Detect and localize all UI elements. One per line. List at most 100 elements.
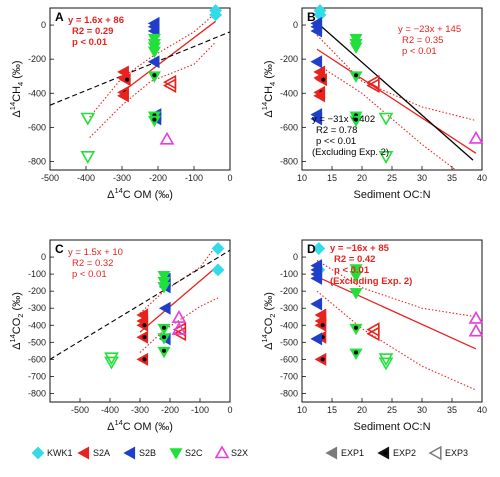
y-tick-label: -800	[280, 156, 298, 166]
x-axis-label-part: C OM (‰)	[123, 421, 173, 433]
y-axis-label-part: Δ	[263, 342, 275, 350]
fit-line-solid	[139, 265, 219, 333]
x-tick-label: -400	[77, 173, 95, 183]
y-axis-label: Δ14CH4 (‰)	[8, 60, 25, 117]
annotation-line: R2 = 0.78	[316, 125, 357, 136]
data-point	[310, 55, 323, 69]
x-axis-label-part: Δ	[107, 421, 115, 433]
y-tick-label: -100	[280, 269, 298, 279]
data-point	[80, 151, 96, 164]
annotation-line: y = −16x + 85	[330, 243, 390, 254]
y-axis-label-sup: 14	[8, 334, 17, 342]
x-tick-label: 25	[387, 405, 397, 415]
legend-marker-exp1	[325, 446, 338, 460]
x-tick-label: -400	[101, 405, 119, 415]
data-point	[310, 24, 323, 38]
panel-D: 10 15 20 25 30 35 40 0 -100 -200 -300 -400 -500 -600 -…	[260, 239, 487, 433]
data-point	[313, 89, 326, 103]
legend-label-s2b: S2B	[139, 448, 156, 458]
legend-label-exp3: EXP3	[445, 448, 468, 458]
fit-annotation: y = 1.5x + 10 R2 = 0.32 p < 0.01	[68, 247, 123, 280]
data-point	[310, 332, 323, 346]
fit-annotation: y = −16x + 85 R2 = 0.42 p < 0.01 (Excluding…	[330, 243, 412, 287]
y-tick-label: -200	[28, 54, 46, 64]
legend-marker-s2c	[169, 448, 183, 460]
fit-annotation: y = −23x + 145 R2 = 0.35 p < 0.01	[398, 24, 461, 57]
annotation-line: R2 = 0.42	[334, 254, 375, 265]
y-axis-label-part: (‰)	[263, 60, 275, 81]
legend-label-exp1: EXP1	[341, 448, 364, 458]
y-axis-label-sup: 14	[260, 334, 269, 342]
legend-marker-s2x	[214, 445, 230, 459]
data-point-exp2-dot	[353, 350, 359, 355]
data-point-exp2-dot	[152, 117, 157, 122]
x-axis-label-part: Sediment OC:N	[353, 189, 430, 201]
legend-marker-exp3	[428, 445, 442, 461]
panel-A-fits	[50, 12, 230, 138]
x-tick-label: -300	[113, 173, 131, 183]
y-axis-label-sub: 4	[268, 82, 277, 86]
panel-label: C	[55, 242, 64, 256]
data-point	[159, 131, 175, 145]
annotation-line: p << 0.01	[316, 136, 356, 147]
x-tick-label: 0	[227, 173, 232, 183]
fit-line-dotted	[316, 34, 477, 122]
y-axis-label-part: (‰)	[263, 292, 275, 313]
panel-label: D	[307, 242, 316, 256]
data-point	[211, 242, 225, 255]
x-axis-label-part: Δ	[107, 189, 115, 201]
panel-label: A	[55, 10, 64, 24]
legend-marker-exp2	[377, 446, 390, 460]
panel-label: B	[307, 10, 316, 24]
y-tick-label: -300	[280, 303, 298, 313]
legend-marker-s2b	[123, 446, 136, 460]
annotation-line: p < 0.01	[402, 46, 437, 57]
data-point-exp2-dot	[161, 335, 167, 340]
legend-label-kwk1: KWK1	[47, 448, 73, 458]
y-tick-label: 0	[293, 20, 298, 30]
panel-B-fits	[316, 22, 477, 170]
legend-label-s2x: S2X	[231, 448, 248, 458]
data-point	[378, 353, 394, 367]
x-tick-label: 40	[477, 405, 487, 415]
y-tick-label: 0	[41, 252, 46, 262]
data-point	[117, 89, 129, 103]
x-tick-label: 30	[417, 173, 427, 183]
data-point	[349, 42, 363, 54]
data-point-exp2-dot	[161, 325, 167, 330]
x-axis-label-sup: 14	[114, 418, 122, 427]
data-point	[349, 288, 363, 300]
data-point	[315, 73, 327, 87]
data-point-exp2-dot	[320, 323, 325, 328]
data-point	[157, 282, 171, 294]
y-tick-label: -500	[28, 337, 46, 347]
data-point	[171, 321, 187, 335]
x-tick-label: 30	[417, 405, 427, 415]
y-tick-label: -800	[280, 388, 298, 398]
legend-marker-s2a	[77, 446, 90, 460]
y-tick-label: -500	[280, 337, 298, 347]
y-tick-label: 0	[41, 20, 46, 30]
annotation-line: (Excluding Exp. 2)	[312, 147, 389, 158]
x-tick-label: -100	[191, 405, 209, 415]
x-axis-label: Δ14C OM (‰)	[107, 186, 173, 201]
data-point	[314, 318, 327, 332]
fit-line-dashed	[50, 249, 230, 360]
data-point-exp2-dot	[353, 117, 359, 122]
data-point	[366, 326, 380, 342]
y-axis-label-sub: 4	[16, 82, 25, 86]
fit-line-solid	[316, 48, 477, 154]
data-point	[310, 112, 323, 126]
panel-C: -500 -400 -300 -200 -100 0 0 -100 -200 -300 -400 -5…	[8, 239, 233, 433]
y-axis-label-part: Δ	[11, 110, 23, 118]
data-point	[104, 352, 119, 366]
fit-annotation: y = −31x + 402 R2 = 0.78 p << 0.01 (Excludi…	[312, 114, 389, 158]
data-point	[80, 112, 96, 126]
panel-A-points	[80, 4, 223, 164]
data-point-exp2-dot	[320, 357, 325, 362]
panel-D-fits	[316, 259, 477, 391]
y-tick-label: -200	[280, 54, 298, 64]
fit-line-dotted	[316, 259, 477, 318]
data-point	[349, 271, 363, 283]
